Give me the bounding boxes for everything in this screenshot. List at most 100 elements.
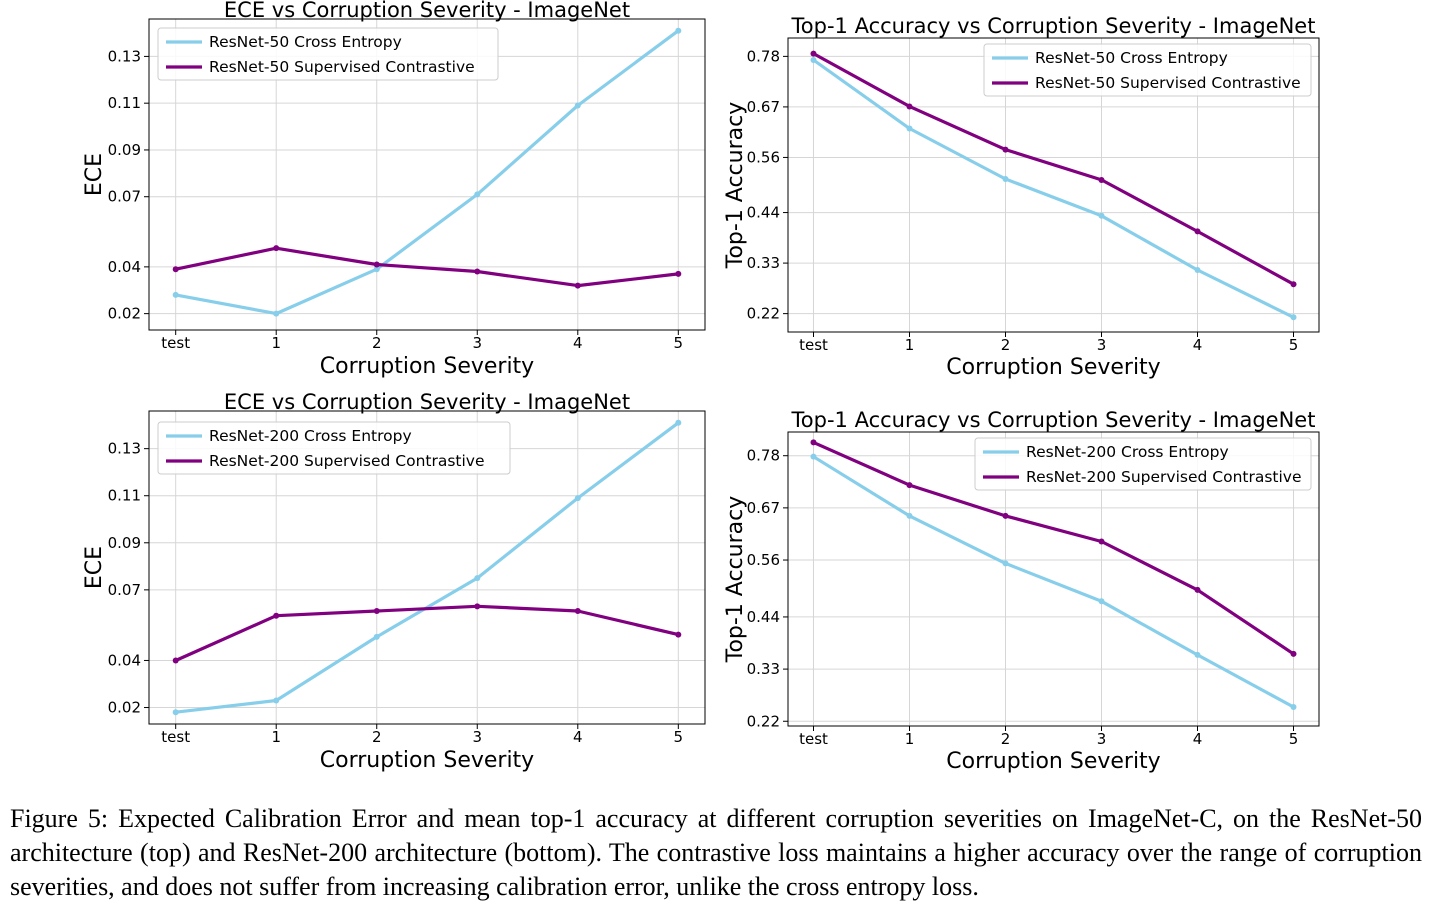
data-point	[906, 512, 913, 519]
data-point	[1002, 560, 1009, 567]
x-tick-label: 2	[372, 728, 382, 746]
data-point	[1290, 704, 1297, 711]
x-tick-label: 4	[573, 334, 583, 352]
legend-box	[157, 421, 511, 475]
y-tick-label: 0.22	[747, 305, 780, 323]
y-tick-label: 0.11	[108, 487, 141, 505]
data-point	[273, 612, 280, 619]
data-point	[474, 575, 481, 582]
x-axis-label: Corruption Severity	[320, 354, 534, 379]
data-point	[172, 266, 179, 273]
data-point	[1194, 266, 1201, 273]
x-tick-label: 4	[1193, 730, 1203, 748]
y-tick-label: 0.22	[747, 712, 780, 730]
data-point	[810, 439, 817, 446]
y-tick-label: 0.07	[108, 581, 141, 599]
y-axis-label: ECE	[82, 153, 107, 196]
data-point	[1194, 586, 1201, 593]
data-point	[172, 709, 179, 716]
data-point	[1194, 651, 1201, 658]
data-point	[906, 103, 913, 110]
series-line-2	[811, 440, 1296, 656]
chart-panel-2: test 1 2 3 4 5 0.22 0.33 0.44 0.56 0.67 0.78 ResNet-…	[723, 14, 1320, 380]
x-axis-label: Corruption Severity	[946, 355, 1160, 380]
y-axis-label: Top-1 Accuracy	[723, 496, 748, 664]
y-tick-label: 0.56	[747, 148, 780, 166]
x-tick-label: 3	[1097, 336, 1107, 354]
legend-box	[974, 437, 1312, 491]
y-tick-label: 0.33	[747, 254, 780, 272]
y-tick-label: 0.04	[108, 651, 141, 669]
y-tick-label: 0.44	[747, 204, 780, 222]
data-point	[373, 633, 380, 640]
data-point	[574, 495, 581, 502]
data-point	[1290, 650, 1297, 657]
data-point	[810, 57, 817, 64]
series-line-1	[174, 29, 680, 316]
x-tick-label: 3	[472, 728, 482, 746]
legend: ResNet-50 Cross Entropy ResNet-50 Supervi…	[157, 27, 499, 81]
legend-label: ResNet-50 Supervised Contrastive	[1035, 74, 1301, 92]
data-point	[1098, 598, 1105, 605]
data-point	[906, 125, 913, 132]
data-point	[273, 245, 280, 252]
x-tick-label: 3	[1097, 730, 1107, 748]
data-point	[474, 603, 481, 610]
x-tick-label: test	[799, 730, 828, 748]
data-point	[1098, 538, 1105, 545]
chart-panel-3: test 1 2 3 4 5 0.02 0.04 0.07 0.09 0.11 0.13 ResNet-…	[82, 390, 706, 773]
data-point	[474, 268, 481, 275]
figure-caption: Figure 5: Expected Calibration Error and…	[10, 804, 1422, 901]
x-tick-label: 1	[271, 334, 281, 352]
x-tick-label: 4	[573, 728, 583, 746]
y-tick-label: 0.02	[108, 699, 141, 717]
data-point	[675, 27, 682, 34]
y-axis-label: ECE	[82, 546, 107, 589]
legend: ResNet-200 Cross Entropy ResNet-200 Super…	[974, 437, 1312, 491]
data-point	[574, 102, 581, 109]
data-point	[1194, 228, 1201, 235]
data-point	[273, 697, 280, 704]
y-tick-label: 0.11	[108, 94, 141, 112]
data-point	[675, 631, 682, 638]
x-axis-label: Corruption Severity	[320, 748, 534, 773]
data-point	[810, 50, 817, 57]
data-point	[1098, 212, 1105, 219]
x-tick-label: 2	[1001, 336, 1011, 354]
x-tick-label: 1	[905, 730, 915, 748]
plot-frame	[787, 431, 1320, 727]
y-tick-label: 0.09	[108, 141, 141, 159]
data-point	[172, 657, 179, 664]
data-point	[474, 191, 481, 198]
data-point	[1290, 281, 1297, 288]
legend-label: ResNet-200 Supervised Contrastive	[209, 452, 485, 470]
x-tick-label: test	[799, 336, 828, 354]
data-point	[675, 270, 682, 277]
y-tick-label: 0.56	[747, 551, 780, 569]
chart-title: ECE vs Corruption Severity - ImageNet	[224, 390, 630, 414]
y-tick-label: 0.67	[747, 98, 780, 116]
x-axis-label: Corruption Severity	[946, 749, 1160, 774]
chart-title: Top-1 Accuracy vs Corruption Severity - …	[791, 14, 1316, 38]
x-tick-label: 5	[1289, 730, 1299, 748]
plot-frame	[148, 18, 706, 331]
y-tick-label: 0.04	[108, 258, 141, 276]
legend-label: ResNet-200 Supervised Contrastive	[1026, 468, 1302, 486]
legend: ResNet-50 Cross Entropy ResNet-50 Supervi…	[983, 43, 1312, 97]
x-tick-label: 5	[1289, 336, 1299, 354]
x-tick-label: 2	[372, 334, 382, 352]
y-tick-label: 0.09	[108, 534, 141, 552]
data-point	[373, 261, 380, 268]
legend-label: ResNet-50 Cross Entropy	[1035, 49, 1228, 67]
data-point	[373, 266, 380, 273]
x-tick-label: 5	[674, 728, 684, 746]
data-point	[1002, 146, 1009, 153]
data-point	[273, 310, 280, 317]
x-tick-label: 4	[1193, 336, 1203, 354]
data-point	[810, 453, 817, 460]
y-tick-label: 0.33	[747, 660, 780, 678]
series-line-1	[811, 455, 1296, 709]
chart-panel-1: test 1 2 3 4 5 0.02 0.04 0.07 0.09 0.11 0.13 ResNet-…	[82, 0, 706, 379]
x-tick-label: 1	[271, 728, 281, 746]
chart-title: ECE vs Corruption Severity - ImageNet	[224, 0, 630, 22]
